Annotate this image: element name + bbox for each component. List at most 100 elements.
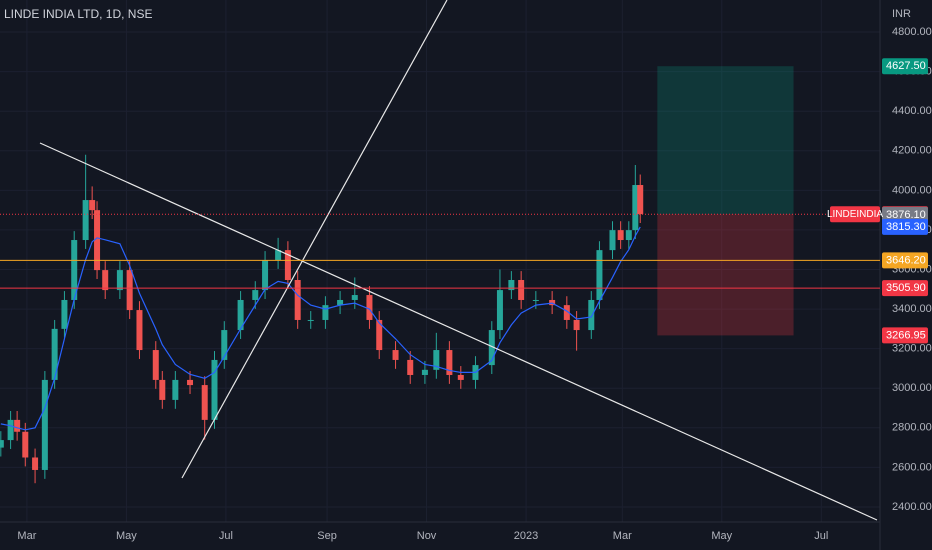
candle-body: [609, 230, 616, 251]
y-tick-label: 4200.00: [892, 145, 932, 157]
y-tick-label: 4800.00: [892, 26, 932, 38]
candle-body: [187, 379, 194, 386]
candle-body: [446, 350, 453, 375]
candle-body: [262, 260, 269, 291]
candle-body: [573, 319, 580, 331]
candle-body: [532, 299, 539, 301]
candle-body: [201, 385, 208, 420]
candle-body: [32, 457, 39, 470]
moving-average: [0, 226, 641, 431]
candle-body: [421, 369, 428, 375]
x-tick-label: Sep: [317, 530, 337, 542]
x-tick-label: Mar: [613, 530, 632, 542]
candle-body: [337, 299, 344, 306]
price-label: 3266.95: [886, 329, 926, 341]
x-tick-label: Jul: [814, 530, 828, 542]
symbol-tag: LINDEINDIA: [827, 209, 883, 220]
candle-body: [152, 350, 159, 380]
candles: [0, 154, 644, 484]
price-label: 3876.10: [886, 209, 926, 221]
candle-body: [71, 240, 78, 300]
x-tick-label: Mar: [17, 530, 36, 542]
candle-body: [61, 299, 68, 329]
candle-body: [136, 310, 143, 351]
candle-body: [14, 419, 21, 432]
candle-body: [0, 440, 4, 448]
candle-body: [322, 305, 329, 320]
y-tick-label: 2400.00: [892, 501, 932, 513]
candle-body: [366, 295, 373, 320]
overlay: 4627.503879.553876.103815.303646.203505.…: [0, 58, 928, 344]
candle-body: [294, 279, 301, 320]
price-label-box: [882, 206, 928, 223]
candle-body: [457, 374, 464, 380]
candle-body: [392, 350, 399, 360]
stop-zone: [657, 214, 794, 336]
x-tick-label: 2023: [514, 530, 538, 542]
x-tick-label: Nov: [417, 530, 437, 542]
candle-body: [237, 299, 244, 331]
price-label: 3646.20: [886, 254, 926, 266]
candle-body: [588, 299, 595, 331]
price-label-box: [882, 280, 928, 297]
x-tick-label: Jul: [219, 530, 233, 542]
candle-body: [596, 250, 603, 300]
x-tick-label: May: [711, 530, 732, 542]
y-tick-label: 4400.00: [892, 105, 932, 117]
price-label-box: [882, 252, 928, 269]
candle-body: [307, 319, 314, 321]
target-zone: [657, 66, 794, 215]
price-label-box: [882, 327, 928, 344]
candle-body: [284, 250, 291, 280]
candle-body: [172, 379, 179, 400]
position-tool: [657, 66, 794, 336]
x-tick-label: May: [116, 530, 137, 542]
candle-body: [41, 379, 48, 470]
y-tick-label: 2600.00: [892, 461, 932, 473]
price-label: 3505.90: [886, 282, 926, 294]
candle-body: [159, 379, 166, 400]
candle-body: [518, 279, 525, 300]
candle-body: [94, 210, 101, 271]
candle-body: [496, 290, 503, 331]
drawings: [39, 0, 878, 521]
candle-body: [82, 200, 89, 241]
y-tick-label: 3200.00: [892, 343, 932, 355]
candle-body: [563, 305, 570, 320]
trend-line: [181, 0, 448, 479]
chart-title: LINDE INDIA LTD, 1D, NSE: [4, 7, 152, 21]
candle-body: [617, 230, 624, 241]
price-label-box: [882, 218, 928, 235]
candle-body: [211, 359, 218, 420]
candle-body: [376, 319, 383, 351]
candle-body: [488, 330, 495, 366]
candle-body: [252, 290, 259, 300]
candle-body: [625, 230, 632, 241]
price-label-box: [882, 58, 928, 75]
candle-body: [102, 270, 109, 291]
candle-body: [433, 350, 440, 370]
candle-body: [7, 419, 14, 441]
candle-body: [508, 279, 515, 291]
candle-body: [407, 359, 414, 375]
candle-body: [351, 295, 358, 300]
candle-body: [637, 185, 644, 215]
candle-body: [22, 431, 29, 458]
candle-body: [275, 250, 282, 261]
currency: INR: [892, 8, 911, 20]
trend-line: [39, 142, 878, 521]
candle-body: [89, 200, 96, 211]
price-label: 4627.50: [886, 60, 926, 72]
y-tick-label: 4000.00: [892, 184, 932, 196]
candle-body: [632, 185, 639, 231]
candle-body: [51, 328, 58, 380]
candle-body: [116, 270, 123, 291]
price-label: 3815.30: [886, 221, 926, 233]
candle-body: [221, 330, 228, 360]
y-tick-label: 3400.00: [892, 303, 932, 315]
y-tick-label: 2800.00: [892, 422, 932, 434]
y-tick-label: 3000.00: [892, 382, 932, 394]
